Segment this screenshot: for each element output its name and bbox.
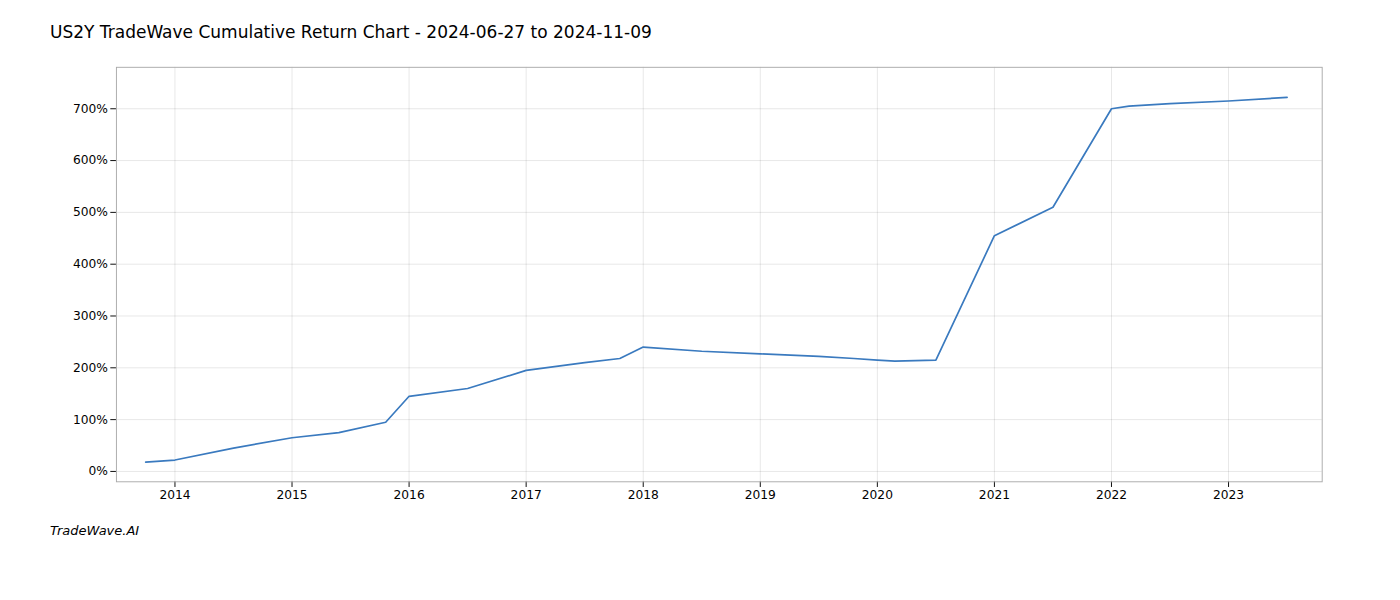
svg-text:400%: 400% bbox=[73, 257, 108, 271]
svg-text:2018: 2018 bbox=[628, 488, 659, 502]
svg-text:2023: 2023 bbox=[1213, 488, 1244, 502]
svg-text:2021: 2021 bbox=[979, 488, 1010, 502]
svg-text:2019: 2019 bbox=[745, 488, 776, 502]
html-text:US2Y TradeWave Cumulative Retu: US2Y TradeWave Cumulative Return Chart -… bbox=[50, 22, 652, 42]
svg-text:2022: 2022 bbox=[1096, 488, 1127, 502]
svg-text:700%: 700% bbox=[73, 102, 108, 116]
svg-text:2015: 2015 bbox=[276, 488, 307, 502]
svg-text:300%: 300% bbox=[73, 309, 108, 323]
svg-text:200%: 200% bbox=[73, 361, 108, 375]
svg-text:100%: 100% bbox=[73, 413, 108, 427]
svg-text:0%: 0% bbox=[89, 464, 108, 478]
html-text:TradeWave.AI: TradeWave.AI bbox=[50, 523, 140, 538]
svg-text:2014: 2014 bbox=[159, 488, 190, 502]
svg-text:600%: 600% bbox=[73, 153, 108, 167]
svg-text:2016: 2016 bbox=[394, 488, 425, 502]
svg-text:500%: 500% bbox=[73, 205, 108, 219]
svg-text:2017: 2017 bbox=[511, 488, 542, 502]
svg-text:2020: 2020 bbox=[862, 488, 893, 502]
